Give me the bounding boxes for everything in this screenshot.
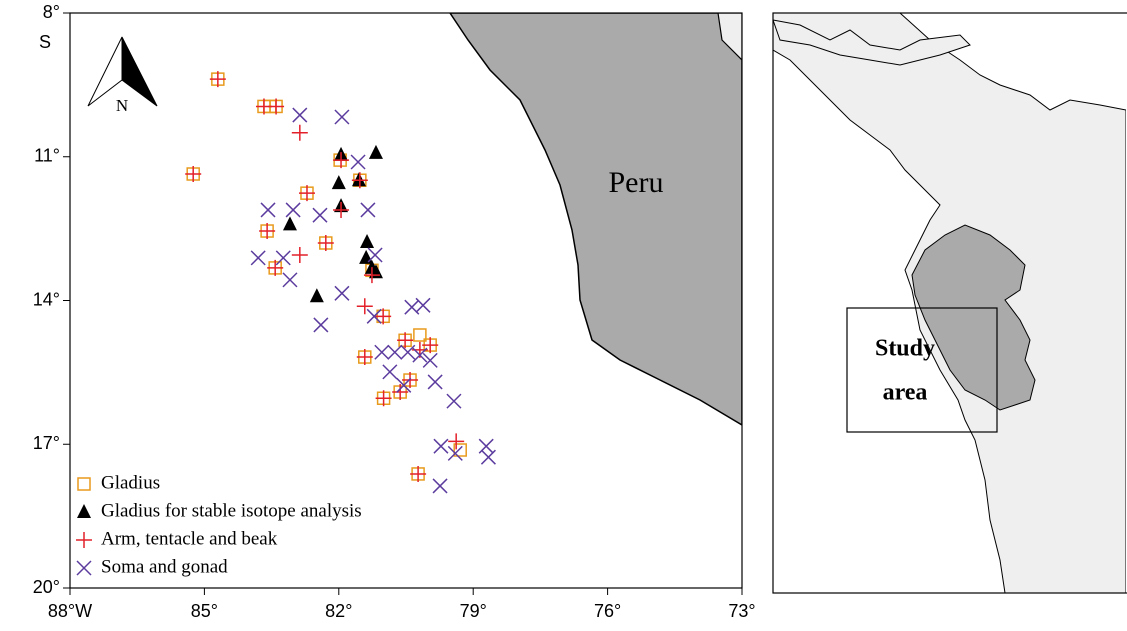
legend-label: Arm, tentacle and beak xyxy=(101,528,278,549)
arm-marker xyxy=(397,332,414,349)
country-label: Peru xyxy=(609,166,664,199)
soma-marker xyxy=(334,285,350,301)
gladius-marker xyxy=(77,477,91,491)
y-tick-label: 20° xyxy=(33,577,60,597)
soma-marker xyxy=(432,478,448,494)
soma-marker xyxy=(282,272,298,288)
soma-marker xyxy=(360,202,376,218)
arm-marker xyxy=(268,98,285,115)
arm-marker xyxy=(317,235,334,251)
isotope-marker xyxy=(351,172,366,187)
isotope-marker xyxy=(368,144,383,159)
soma-marker xyxy=(350,154,366,170)
soma-marker xyxy=(412,347,428,363)
soma-marker xyxy=(400,344,416,360)
isotope-marker xyxy=(331,175,346,190)
arm-marker xyxy=(375,308,392,325)
soma-marker xyxy=(313,317,329,333)
soma-marker xyxy=(76,560,92,576)
arm-marker xyxy=(333,152,350,169)
isotope-marker xyxy=(309,288,324,303)
soma-marker xyxy=(312,207,328,223)
soma-marker xyxy=(285,202,301,218)
isotope-marker xyxy=(77,504,91,518)
soma-marker xyxy=(367,247,383,263)
y-tick-label: 8° xyxy=(43,2,60,22)
peru-land xyxy=(449,13,742,426)
arm-marker xyxy=(410,465,427,482)
y-hemisphere-label: S xyxy=(39,32,51,52)
y-tick-label: 17° xyxy=(33,433,60,453)
y-tick-label: 11° xyxy=(34,146,60,166)
arm-marker xyxy=(356,349,373,366)
legend-label: Gladius for stable isotope analysis xyxy=(101,500,362,521)
soma-marker xyxy=(422,352,438,368)
inset-map xyxy=(773,13,1126,593)
soma-marker xyxy=(382,364,398,380)
isotope-marker xyxy=(360,234,375,249)
study-area-box xyxy=(846,307,998,433)
arm-marker xyxy=(76,532,92,548)
arm-marker xyxy=(209,71,226,88)
soma-marker xyxy=(433,438,449,454)
study-area-label: area xyxy=(883,380,928,406)
ecuador-land xyxy=(717,13,742,61)
x-tick-label: 73° xyxy=(728,601,755,621)
arm-marker xyxy=(267,259,284,276)
arm-marker xyxy=(363,267,380,284)
arm-marker xyxy=(259,223,276,240)
y-tick-label: 14° xyxy=(33,289,60,309)
arm-marker xyxy=(356,298,373,315)
x-tick-label: 76° xyxy=(594,601,621,621)
legend-label: Gladius xyxy=(101,472,160,493)
inset-frame xyxy=(772,12,1127,594)
north-label: N xyxy=(116,96,128,115)
isotope-marker xyxy=(282,216,297,231)
soma-marker xyxy=(250,250,266,266)
soma-marker xyxy=(275,250,291,266)
x-tick-label: 82° xyxy=(325,601,352,621)
soma-marker xyxy=(374,344,390,360)
arm-marker xyxy=(422,337,439,354)
study-area-label: Study xyxy=(875,336,935,362)
soma-marker xyxy=(446,393,462,409)
arm-marker xyxy=(291,124,308,141)
soma-marker xyxy=(366,308,382,324)
north-arrow: N xyxy=(87,36,158,115)
arm-marker xyxy=(333,201,350,218)
soma-marker xyxy=(427,374,443,390)
soma-marker xyxy=(480,449,496,465)
soma-marker xyxy=(447,445,463,461)
soma-marker xyxy=(292,107,308,123)
x-tick-label: 85° xyxy=(191,601,218,621)
x-tick-label: 88°W xyxy=(48,601,92,621)
arm-marker xyxy=(392,384,409,401)
soma-marker xyxy=(260,202,276,218)
arm-marker xyxy=(291,246,308,263)
arm-marker xyxy=(298,185,315,202)
arm-marker xyxy=(448,433,465,450)
gladius-marker xyxy=(413,328,427,342)
soma-marker xyxy=(396,377,412,393)
legend-label: Soma and gonad xyxy=(101,556,228,577)
soma-marker xyxy=(334,109,350,125)
soma-marker xyxy=(387,344,403,360)
soma-marker xyxy=(415,297,431,313)
land xyxy=(449,13,742,426)
x-tick-label: 79° xyxy=(460,601,487,621)
arm-marker xyxy=(351,172,368,189)
arm-marker xyxy=(185,166,202,182)
gladius-marker xyxy=(453,443,467,457)
arm-marker xyxy=(375,390,392,407)
